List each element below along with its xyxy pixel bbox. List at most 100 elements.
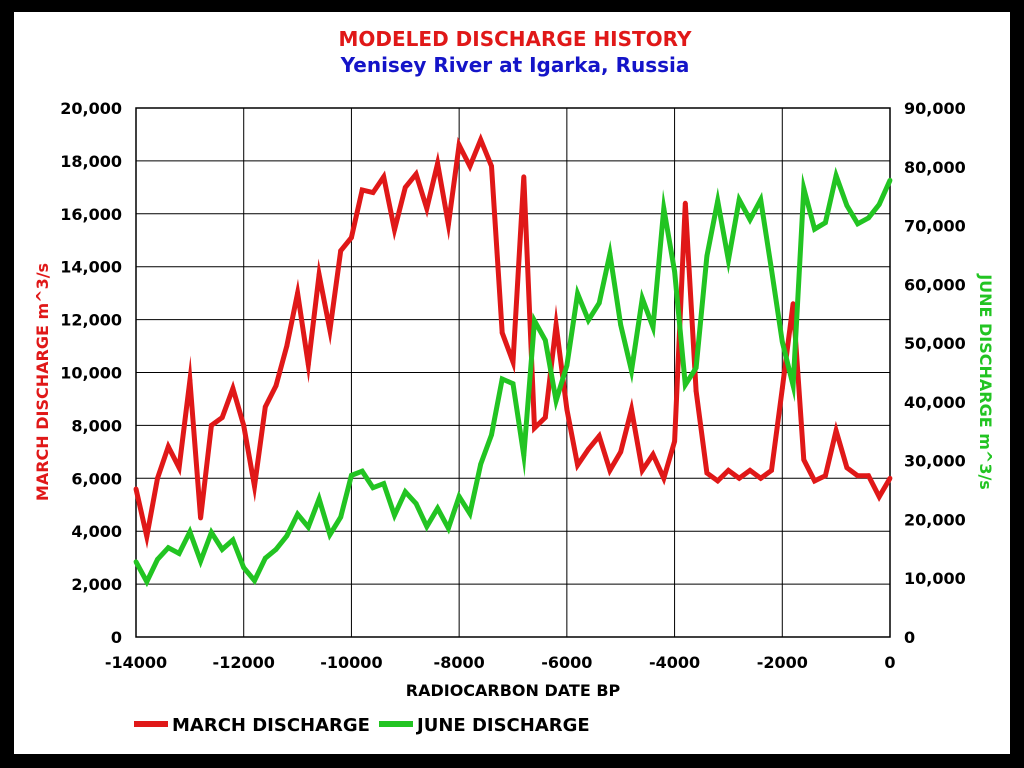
data-point [672, 269, 677, 274]
chart-subtitle: Yenisey River at Igarka, Russia [340, 53, 690, 77]
data-point [499, 330, 505, 336]
data-point [305, 524, 311, 530]
data-point [672, 438, 677, 444]
data-point [499, 376, 505, 382]
data-point [198, 558, 204, 564]
y-left-tick-label: 12,000 [60, 311, 122, 330]
y-right-axis-label: JUNE DISCHARGE m^3/s [976, 273, 995, 490]
data-point [650, 452, 656, 457]
data-point [413, 501, 419, 506]
data-point [715, 198, 721, 204]
data-point [532, 425, 537, 431]
data-point [564, 407, 570, 412]
series-june [133, 166, 893, 588]
data-point [165, 444, 171, 449]
data-point [446, 222, 451, 227]
y-right-tick-label: 30,000 [904, 452, 966, 471]
legend-label: JUNE DISCHARGE [415, 715, 590, 736]
data-point [704, 470, 710, 476]
data-point [187, 378, 193, 383]
data-point [176, 465, 182, 471]
data-point [790, 383, 796, 388]
x-tick-labels: -14000 -12000 -10000 -8000 -6000 -4000 -2000 0 [105, 653, 896, 672]
data-point [532, 318, 537, 324]
y-left-tick-label: 2,000 [71, 575, 122, 594]
y-left-tick-label: 4,000 [71, 522, 122, 541]
data-point [316, 272, 322, 277]
data-point [176, 551, 182, 556]
data-point [747, 217, 753, 223]
data-point [262, 555, 268, 561]
data-point [736, 197, 742, 203]
data-point [521, 453, 527, 458]
data-point [349, 473, 354, 478]
data-point [338, 248, 344, 254]
data-point [779, 339, 785, 345]
data-point [424, 524, 430, 529]
data-point [790, 301, 796, 307]
data-point [327, 327, 333, 333]
data-point [779, 386, 785, 391]
data-point [392, 512, 397, 518]
data-point [316, 496, 322, 502]
data-point [726, 468, 731, 473]
y-right-tick-label: 90,000 [904, 99, 966, 118]
x-tick-label: 0 [884, 653, 895, 672]
data-point [381, 174, 387, 180]
data-point [639, 468, 645, 473]
data-point [521, 174, 527, 180]
chart-panel: MODELED DISCHARGE HISTORY Yenisey River … [14, 12, 1010, 754]
data-point [726, 257, 731, 263]
data-point [607, 251, 613, 257]
data-point [618, 449, 624, 455]
data-point [284, 533, 290, 539]
data-point [435, 161, 440, 166]
data-point [833, 428, 839, 434]
data-point [618, 322, 624, 328]
data-point [359, 187, 365, 193]
data-point [639, 296, 645, 301]
data-point [144, 579, 150, 585]
data-point [801, 457, 807, 463]
series-march [133, 133, 893, 549]
data-point [758, 475, 764, 481]
legend-item: JUNE DISCHARGE [379, 715, 590, 736]
y-right-tick-labels: 0 10,000 20,000 30,000 40,000 50,000 60,000 70,… [904, 99, 966, 647]
legend-label: MARCH DISCHARGE [172, 715, 370, 736]
data-point [812, 226, 817, 232]
data-point [252, 578, 257, 583]
data-point [855, 221, 861, 227]
data-point [219, 547, 225, 552]
data-point [284, 343, 290, 349]
data-point [629, 368, 634, 374]
data-point [693, 388, 699, 394]
data-point [370, 190, 376, 196]
data-point [661, 475, 667, 481]
y-left-tick-label: 14,000 [60, 258, 122, 277]
data-point [252, 483, 257, 489]
data-point [456, 494, 462, 499]
data-point [370, 485, 376, 491]
data-point [133, 559, 139, 565]
data-point [823, 473, 828, 479]
data-point [855, 473, 861, 479]
data-point [327, 532, 333, 538]
data-point [715, 478, 721, 484]
data-point [553, 322, 559, 328]
data-point [661, 206, 667, 211]
y-left-tick-label: 6,000 [71, 469, 122, 488]
data-point [435, 505, 440, 511]
data-point [510, 381, 516, 387]
y-left-tick-label: 10,000 [60, 364, 122, 383]
data-point [467, 163, 473, 169]
data-point [586, 446, 591, 452]
data-point [575, 462, 580, 468]
y-left-axis-label: MARCH DISCHARGE m^3/s [33, 263, 52, 501]
x-axis-label: RADIOCARBON DATE BP [406, 681, 621, 700]
x-tick-label: -12000 [213, 653, 275, 672]
data-point [187, 529, 193, 535]
data-point [758, 197, 764, 203]
data-point [273, 547, 279, 552]
data-point [424, 206, 430, 211]
data-point [489, 163, 494, 169]
